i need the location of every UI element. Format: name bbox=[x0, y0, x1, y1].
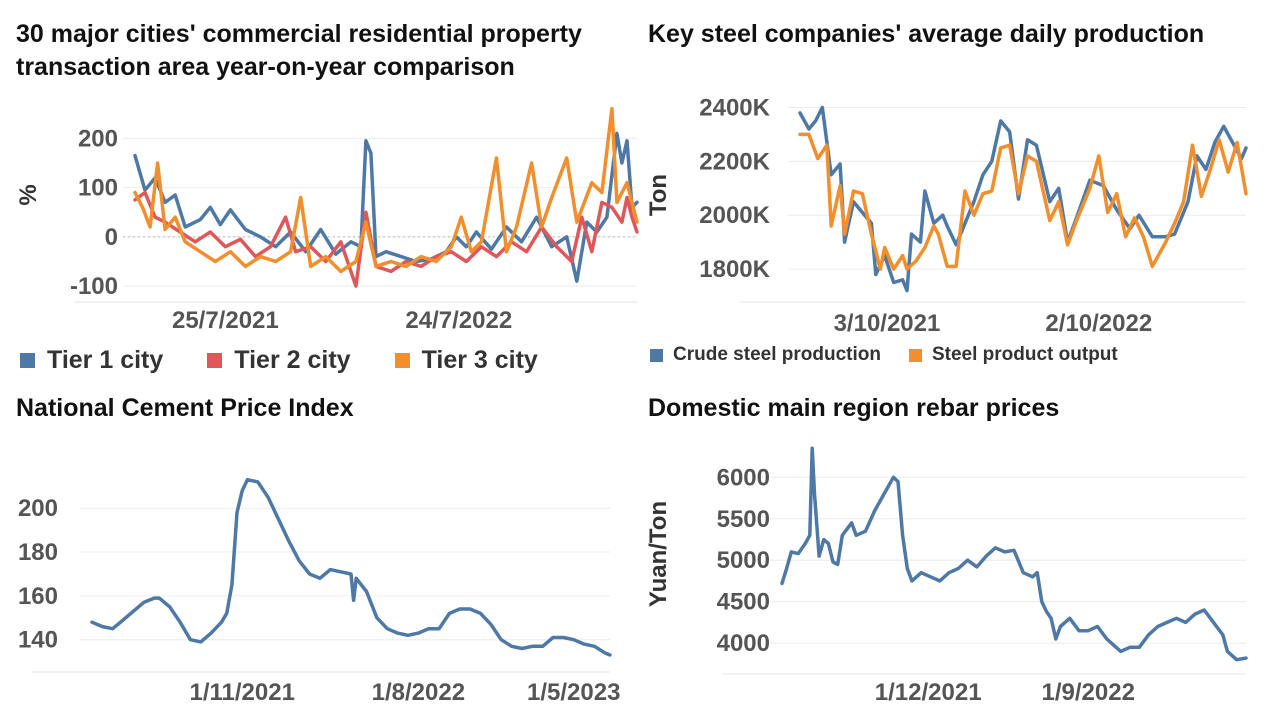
chart4-y-axis-label: Yuan/Ton bbox=[645, 501, 672, 607]
legend-item: Steel product output bbox=[908, 344, 1118, 366]
legend-swatch bbox=[908, 348, 922, 362]
legend-label: Crude steel production bbox=[673, 344, 881, 365]
legend-label: Tier 1 city bbox=[47, 346, 164, 374]
legend-swatch bbox=[650, 348, 663, 362]
chart3-y-tick-label: 160 bbox=[18, 583, 58, 610]
legend-label: Steel product output bbox=[931, 344, 1118, 365]
chart1-y-tick-label: 0 bbox=[105, 224, 118, 251]
legend-swatch bbox=[394, 353, 410, 368]
chart2-x-tick-label: 3/10/2021 bbox=[834, 310, 941, 337]
chart4-plot: 6000 5500 5000 4500 4000 1/12/2021 1/9/2022 Yua… bbox=[645, 446, 1248, 706]
legend-item: Crude steel production bbox=[650, 344, 881, 366]
chart1-series-line-2 bbox=[133, 190, 639, 288]
chart4-series-line-1 bbox=[780, 446, 1248, 662]
chart2-y-tick-label: 2200K bbox=[699, 148, 770, 175]
chart2-y-axis-label: Ton bbox=[645, 174, 672, 216]
chart2-y-tick-label: 1800K bbox=[699, 256, 770, 283]
chart1-title: 30 major cities' commercial residential … bbox=[16, 18, 582, 84]
chart2-title: Key steel companies' average daily produ… bbox=[648, 20, 1205, 48]
chart2-y-tick-label: 2000K bbox=[699, 202, 770, 229]
chart3-series-line-1 bbox=[90, 477, 612, 657]
chart4-title: Domestic main region rebar prices bbox=[648, 394, 1060, 422]
legend-swatch bbox=[20, 353, 35, 368]
chart2-x-tick-label: 2/10/2022 bbox=[1045, 310, 1152, 337]
chart2-legend: Crude steel production Steel product outp… bbox=[650, 344, 1118, 366]
chart3-plot: 200 180 160 140 1/11/2021 1/8/2022 1/5/2023 bbox=[18, 477, 620, 706]
chart1-title-line2: transaction area year-on-year comparison bbox=[16, 53, 515, 81]
chart1-title-line1: 30 major cities' commercial residential … bbox=[16, 20, 582, 48]
chart3-y-tick-label: 140 bbox=[18, 627, 58, 654]
chart4-x-tick-label: 1/12/2021 bbox=[875, 679, 982, 706]
legend-swatch bbox=[207, 353, 223, 368]
chart1-series-line-3 bbox=[133, 107, 639, 274]
chart3-x-tick-label: 1/5/2023 bbox=[527, 679, 620, 706]
legend-label: Tier 2 city bbox=[234, 346, 351, 374]
legend-item: Tier 2 city bbox=[207, 346, 351, 375]
legend-item: Tier 3 city bbox=[394, 346, 538, 375]
chart4-y-tick-label: 5500 bbox=[717, 506, 770, 533]
chart1-y-tick-label: -100 bbox=[70, 273, 118, 300]
chart3-y-tick-label: 180 bbox=[18, 539, 58, 566]
chart4-y-tick-label: 6000 bbox=[717, 464, 770, 491]
chart4-y-tick-label: 4500 bbox=[717, 589, 770, 616]
legend-label: Tier 3 city bbox=[421, 346, 538, 374]
chart1-y-axis-label: % bbox=[15, 184, 42, 205]
chart1-series-line-1 bbox=[133, 131, 639, 283]
chart3-y-tick-label: 200 bbox=[18, 495, 58, 522]
chart2-plot: 2400K 2200K 2000K 1800K 3/10/2021 2/10/2022 To… bbox=[645, 94, 1248, 337]
chart1-y-tick-label: 200 bbox=[78, 125, 118, 152]
legend-item: Tier 1 city bbox=[20, 346, 163, 375]
chart1-y-tick-label: 100 bbox=[78, 175, 118, 202]
chart4-y-tick-label: 5000 bbox=[717, 547, 770, 574]
chart1-legend: Tier 1 city Tier 2 city Tier 3 city bbox=[20, 346, 538, 375]
chart2-series-line-2 bbox=[798, 132, 1248, 271]
chart2-series-line-1 bbox=[798, 105, 1248, 293]
chart2-y-tick-label: 2400K bbox=[699, 94, 770, 121]
chart3-x-tick-label: 1/11/2021 bbox=[189, 679, 294, 706]
chart4-y-tick-label: 4000 bbox=[717, 630, 770, 657]
chart1-plot: 200 100 0 -100 25/7/2021 24/7/2022% bbox=[15, 107, 639, 334]
chart1-x-tick-label: 24/7/2022 bbox=[405, 307, 512, 334]
chart3-title: National Cement Price Index bbox=[16, 394, 354, 422]
chart3-x-tick-label: 1/8/2022 bbox=[372, 679, 465, 706]
chart4-x-tick-label: 1/9/2022 bbox=[1042, 679, 1135, 706]
chart1-x-tick-label: 25/7/2021 bbox=[172, 307, 279, 334]
